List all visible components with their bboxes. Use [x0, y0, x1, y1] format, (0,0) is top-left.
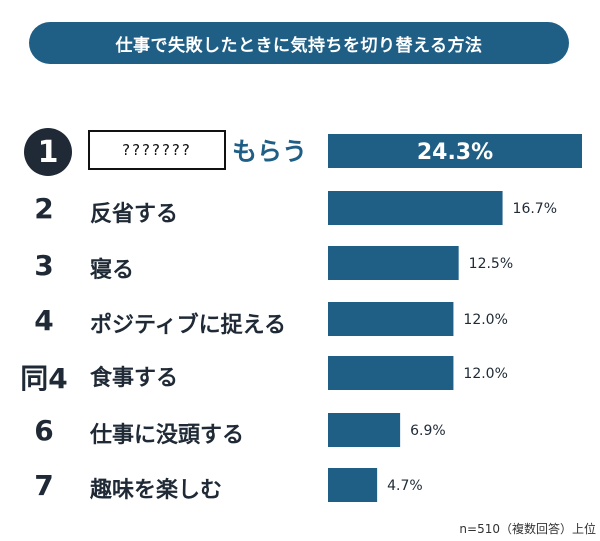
bar-2 — [328, 191, 503, 225]
category-label-3: 寝る — [90, 258, 135, 283]
value-label-2: 16.7% — [513, 201, 557, 217]
rank-badge-1: 1 — [24, 128, 72, 176]
category-label-6: 仕事に没頭する — [90, 423, 245, 448]
bar-7 — [328, 468, 378, 502]
category-label-5: 食事する — [90, 366, 179, 391]
value-label-6: 6.9% — [410, 423, 446, 439]
category-label-1: ??????? もらう — [88, 130, 307, 170]
chart-title: 仕事で失敗したときに気持ちを切り替える方法 — [29, 22, 569, 64]
bar-6 — [328, 413, 401, 447]
rank-tied-4: 同4 — [20, 362, 68, 395]
bar-5 — [328, 356, 454, 390]
rank-7: 7 — [34, 469, 54, 502]
bar-1 — [328, 134, 582, 168]
value-label-3: 12.5% — [469, 256, 513, 272]
rank-2: 2 — [34, 192, 54, 225]
bar-4 — [328, 302, 454, 336]
category-label-4: ポジティブに捉える — [90, 313, 287, 338]
value-label-1: 24.3% — [417, 140, 493, 165]
bar-3 — [328, 246, 459, 280]
rank-6: 6 — [34, 414, 54, 447]
category-label-1-suffix: もらう — [232, 137, 308, 166]
masked-text-box: ??????? — [88, 130, 226, 170]
rank-4: 4 — [34, 304, 54, 337]
value-label-4: 12.0% — [463, 312, 507, 328]
category-label-2: 反省する — [90, 202, 179, 227]
rank-3: 3 — [34, 249, 54, 282]
value-label-7: 4.7% — [387, 478, 423, 494]
category-label-7: 趣味を楽しむ — [90, 478, 223, 503]
value-label-5: 12.0% — [463, 366, 507, 382]
footnote: n=510（複数回答）上位 — [459, 522, 596, 536]
